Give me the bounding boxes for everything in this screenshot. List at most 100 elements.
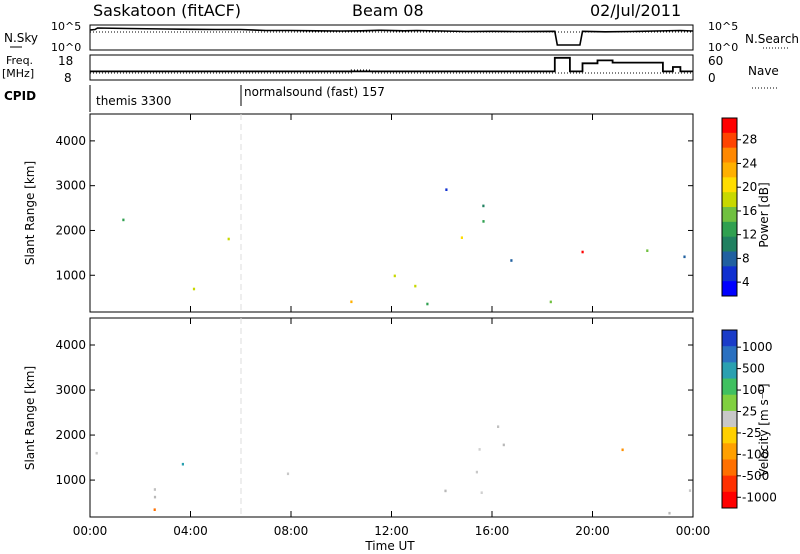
x-tick-label: 16:00: [475, 524, 510, 538]
colorbar-swatch: [722, 236, 737, 252]
range-gate-cell: [153, 488, 156, 491]
range-gate-cell: [393, 274, 396, 278]
colorbar-swatch: [722, 251, 737, 267]
colorbar-swatch: [722, 177, 737, 193]
colorbar-swatch: [722, 378, 737, 396]
range-gate-cell: [502, 443, 505, 447]
time-axis: 00:00 04:00 08:00 12:00 16:00 20:00 00:00: [73, 114, 711, 538]
y-tick-label: 4000: [55, 338, 86, 352]
y-tick-label: 1000: [55, 268, 86, 282]
range-gate-cell: [286, 472, 290, 476]
x-tick-label: 00:00: [73, 524, 108, 538]
colorbar-tick-label: 16: [742, 204, 757, 218]
freq-tick-bottom: 8: [64, 71, 72, 85]
velocity-ylabel: Slant Range [km]: [23, 366, 37, 470]
velocity-heatmap: [95, 425, 692, 515]
range-gate-cell: [475, 470, 478, 474]
colorbar-tick-label: 24: [742, 156, 757, 170]
power-colorbar-label: Power [dB]: [757, 182, 771, 247]
power-panel: 1000 2000 3000 4000 Slant Range [km] 28 24 20…: [23, 113, 771, 313]
velocity-y-axis: 1000 2000 3000 4000: [55, 338, 693, 487]
colorbar-tick-label: 25: [742, 404, 757, 418]
date-title: 02/Jul/2011: [590, 1, 681, 20]
range-gate-cell: [122, 218, 125, 222]
velocity-panel: 1000 2000 3000 4000 Slant Range [km] 1000 50…: [23, 317, 777, 518]
colorbar-swatch: [722, 207, 737, 223]
range-gate-cell: [153, 495, 157, 499]
power-heatmap: [122, 188, 686, 306]
colorbar-swatch: [722, 281, 737, 297]
freq-unit: [MHz]: [2, 67, 34, 80]
colorbar-swatch: [722, 192, 737, 208]
colorbar-swatch: [722, 394, 737, 412]
colorbar-frame: [721, 117, 738, 297]
y-tick-label: 3000: [55, 179, 86, 193]
range-gate-cell: [549, 300, 552, 304]
range-gate-cell: [510, 259, 513, 262]
y-tick-label: 2000: [55, 428, 86, 442]
range-gate-cell: [227, 237, 230, 241]
x-tick-label: 08:00: [274, 524, 309, 538]
range-gate-cell: [426, 302, 429, 306]
y-tick-label: 3000: [55, 383, 86, 397]
nave-tick-bottom: 0: [708, 71, 716, 85]
colorbar-tick-label: -1000: [742, 490, 777, 504]
beam-title: Beam 08: [352, 1, 424, 20]
range-gate-cell: [445, 188, 448, 191]
power-colorbar: 28 24 20 16 12 8 4: [721, 117, 757, 297]
power-ylabel: Slant Range [km]: [23, 161, 37, 265]
range-gate-cell: [181, 462, 184, 466]
x-tick-label: 00:00: [676, 524, 711, 538]
x-tick-label: 12:00: [374, 524, 409, 538]
colorbar-tick-label: 1000: [742, 340, 773, 354]
velocity-frame: [89, 317, 694, 518]
colorbar-swatch: [722, 459, 737, 477]
colorbar-swatch: [722, 443, 737, 460]
nave-label: Nave: [748, 64, 779, 78]
nsky-label: N.Sky: [4, 31, 38, 45]
colorbar-swatch: [722, 491, 737, 509]
cpid-segment-1: themis 3300: [96, 94, 171, 108]
colorbar-tick-label: 12: [742, 228, 757, 242]
x-tick-label: 20:00: [575, 524, 610, 538]
colorbar-tick-label: -25: [742, 426, 762, 440]
range-gate-cell: [153, 508, 156, 511]
nsearch-tick-bottom: 10^0: [708, 41, 738, 54]
nave-trace: [90, 56, 693, 73]
nsearch-tick-top: 10^5: [708, 20, 738, 33]
range-gate-cell: [668, 511, 671, 515]
colorbar-tick-label: 28: [742, 133, 757, 147]
colorbar-tick-label: -500: [742, 469, 769, 483]
colorbar-swatch: [722, 118, 737, 134]
colorbar-swatch: [722, 162, 737, 178]
colorbar-tick-label: 20: [742, 180, 757, 194]
colorbar-swatch: [722, 221, 737, 238]
xlabel: Time UT: [364, 539, 415, 553]
range-gate-cell: [192, 287, 196, 291]
colorbar-swatch: [722, 362, 737, 380]
range-gate-cell: [350, 300, 353, 304]
nsky-tick-bottom: 10^0: [51, 41, 81, 54]
range-gate-cell: [621, 448, 624, 452]
colorbar-swatch: [722, 427, 737, 444]
colorbar-swatch: [722, 147, 737, 163]
power-frame: [89, 113, 694, 313]
cpid-row: CPID themis 3300 normalsound (fast) 157: [4, 85, 385, 112]
y-tick-label: 1000: [55, 473, 86, 487]
colorbar-tick-label: 100: [742, 383, 765, 397]
colorbar-swatch: [722, 266, 737, 282]
range-gate-cell: [480, 491, 483, 494]
y-tick-label: 2000: [55, 223, 86, 237]
nsky-tick-top: 10^5: [51, 20, 81, 33]
range-gate-cell: [482, 204, 485, 208]
colorbar-tick-label: 8: [742, 251, 750, 265]
colorbar-swatch: [722, 132, 737, 149]
range-gate-cell: [444, 489, 447, 493]
station-title: Saskatoon (fitACF): [93, 1, 241, 20]
freq-frame: [89, 54, 694, 81]
colorbar-tick-label: 500: [742, 362, 765, 376]
freq-label: Freq.: [6, 54, 33, 67]
range-gate-cell: [688, 489, 692, 492]
y-tick-label: 4000: [55, 134, 86, 148]
